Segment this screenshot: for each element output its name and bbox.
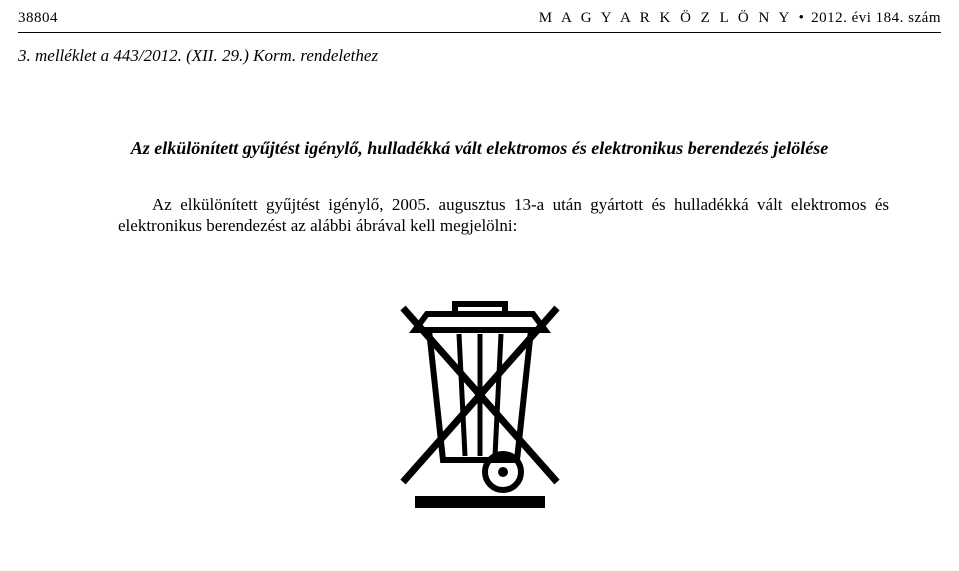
page: 38804 M A G Y A R K Ö Z L Ö N Y • 2012. … (0, 0, 959, 571)
gazette-title: M A G Y A R K Ö Z L Ö N Y (539, 10, 792, 26)
annex-reference: 3. melléklet a 443/2012. (XII. 29.) Korm… (18, 46, 378, 66)
gazette-issue: 2012. évi 184. szám (811, 10, 941, 26)
section-title: Az elkülönített gyűjtést igénylő, hullad… (0, 138, 959, 159)
body-text-content: Az elkülönített gyűjtést igénylő, 2005. … (118, 195, 889, 235)
gazette-header: M A G Y A R K Ö Z L Ö N Y • 2012. évi 18… (539, 10, 941, 27)
bullet: • (799, 10, 805, 26)
weee-bin-icon (395, 300, 565, 510)
page-number: 38804 (18, 10, 58, 27)
figure-container (0, 300, 959, 515)
header-rule (18, 32, 941, 33)
body-paragraph: Az elkülönített gyűjtést igénylő, 2005. … (118, 194, 889, 237)
